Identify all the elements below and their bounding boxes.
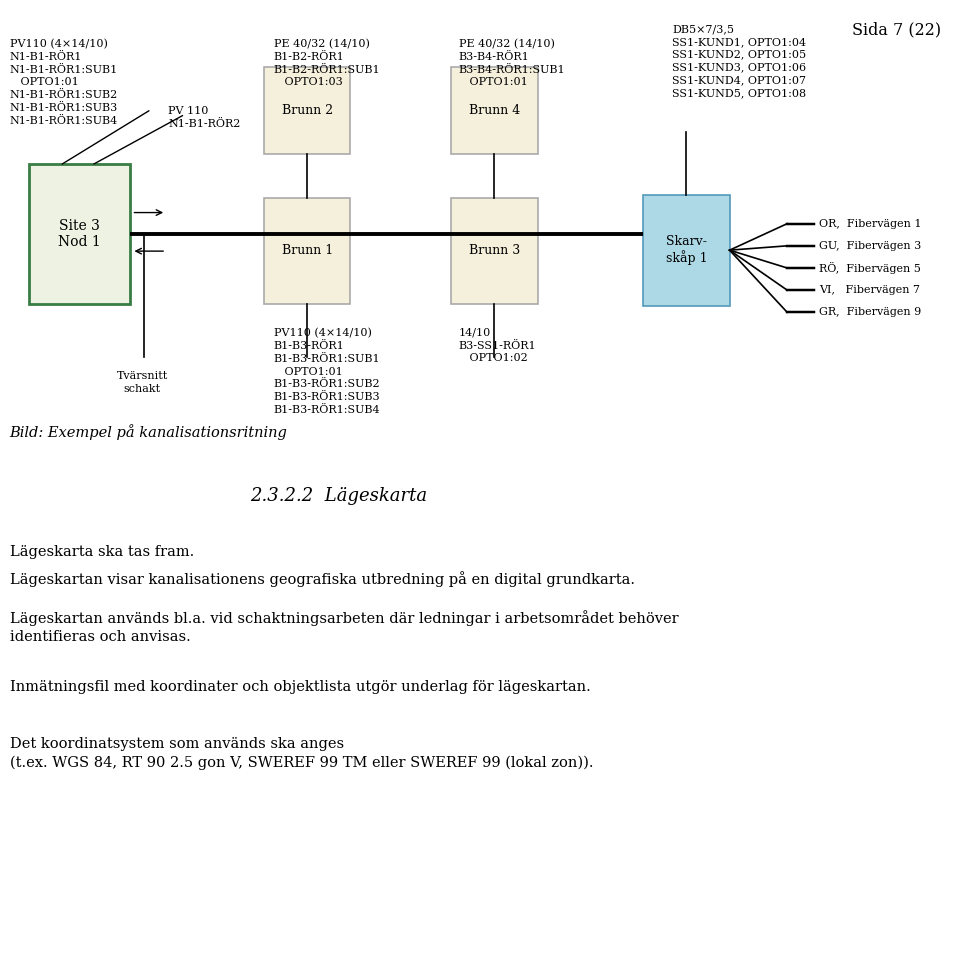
Text: Site 3
Nod 1: Site 3 Nod 1 — [58, 219, 101, 249]
Bar — [29, 164, 130, 304]
Text: PE 40/32 (14/10)
B3-B4-RÖR1
B3-B4-RÖR1:SUB1
   OPTO1:01: PE 40/32 (14/10) B3-B4-RÖR1 B3-B4-RÖR1:S… — [459, 39, 565, 88]
Text: 14/10
B3-SS1-RÖR1
   OPTO1:02: 14/10 B3-SS1-RÖR1 OPTO1:02 — [459, 328, 537, 363]
Bar — [264, 198, 350, 304]
Text: Bild: Exempel på kanalisationsritning: Bild: Exempel på kanalisationsritning — [10, 424, 287, 440]
Text: VI,   Fibervägen 7: VI, Fibervägen 7 — [819, 285, 920, 295]
Bar — [643, 195, 730, 306]
Text: PV110 (4×14/10)
N1-B1-RÖR1
N1-B1-RÖR1:SUB1
   OPTO1:01
N1-B1-RÖR1:SUB2
N1-B1-RÖR: PV110 (4×14/10) N1-B1-RÖR1 N1-B1-RÖR1:SU… — [10, 39, 118, 126]
Text: Brunn 3: Brunn 3 — [468, 244, 520, 257]
Text: PE 40/32 (14/10)
B1-B2-RÖR1
B1-B2-RÖR1:SUB1
   OPTO1:03: PE 40/32 (14/10) B1-B2-RÖR1 B1-B2-RÖR1:S… — [274, 39, 380, 88]
Bar — [451, 67, 538, 154]
Text: Skarv-
skåp 1: Skarv- skåp 1 — [665, 235, 708, 265]
Text: 2.3.2.2  Lägeskarta: 2.3.2.2 Lägeskarta — [250, 487, 427, 505]
Text: Brunn 2: Brunn 2 — [281, 104, 333, 118]
Text: Inmätningsfil med koordinater och objektlista utgör underlag för lägeskartan.: Inmätningsfil med koordinater och objekt… — [10, 680, 590, 694]
Text: PV110 (4×14/10)
B1-B3-RÖR1
B1-B3-RÖR1:SUB1
   OPTO1:01
B1-B3-RÖR1:SUB2
B1-B3-RÖR: PV110 (4×14/10) B1-B3-RÖR1 B1-B3-RÖR1:SU… — [274, 328, 380, 415]
Text: GU,  Fibervägen 3: GU, Fibervägen 3 — [819, 241, 922, 251]
Text: RÖ,  Fibervägen 5: RÖ, Fibervägen 5 — [819, 262, 921, 274]
Text: Tvärsnitt
schakt: Tvärsnitt schakt — [116, 371, 168, 394]
Text: DB5×7/3,5
SS1-KUND1, OPTO1:04
SS1-KUND2, OPTO1:05
SS1-KUND3, OPTO1:06
SS1-KUND4,: DB5×7/3,5 SS1-KUND1, OPTO1:04 SS1-KUND2,… — [672, 24, 806, 98]
Text: Det koordinatsystem som används ska anges
(t.ex. WGS 84, RT 90 2.5 gon V, SWEREF: Det koordinatsystem som används ska ange… — [10, 737, 593, 770]
Text: GR,  Fibervägen 9: GR, Fibervägen 9 — [819, 308, 922, 317]
Bar — [451, 198, 538, 304]
Text: Sida 7 (22): Sida 7 (22) — [852, 21, 941, 39]
Text: Lägeskartan visar kanalisationens geografiska utbredning på en digital grundkart: Lägeskartan visar kanalisationens geogra… — [10, 571, 635, 586]
Text: Brunn 1: Brunn 1 — [281, 244, 333, 257]
Text: Lägeskarta ska tas fram.: Lägeskarta ska tas fram. — [10, 545, 194, 559]
Text: Brunn 4: Brunn 4 — [468, 104, 520, 118]
Text: PV 110
N1-B1-RÖR2: PV 110 N1-B1-RÖR2 — [168, 106, 240, 129]
Bar — [264, 67, 350, 154]
Text: OR,  Fibervägen 1: OR, Fibervägen 1 — [819, 219, 922, 228]
Text: Lägeskartan används bl.a. vid schaktningsarbeten där ledningar i arbetsområdet b: Lägeskartan används bl.a. vid schaktning… — [10, 610, 678, 645]
